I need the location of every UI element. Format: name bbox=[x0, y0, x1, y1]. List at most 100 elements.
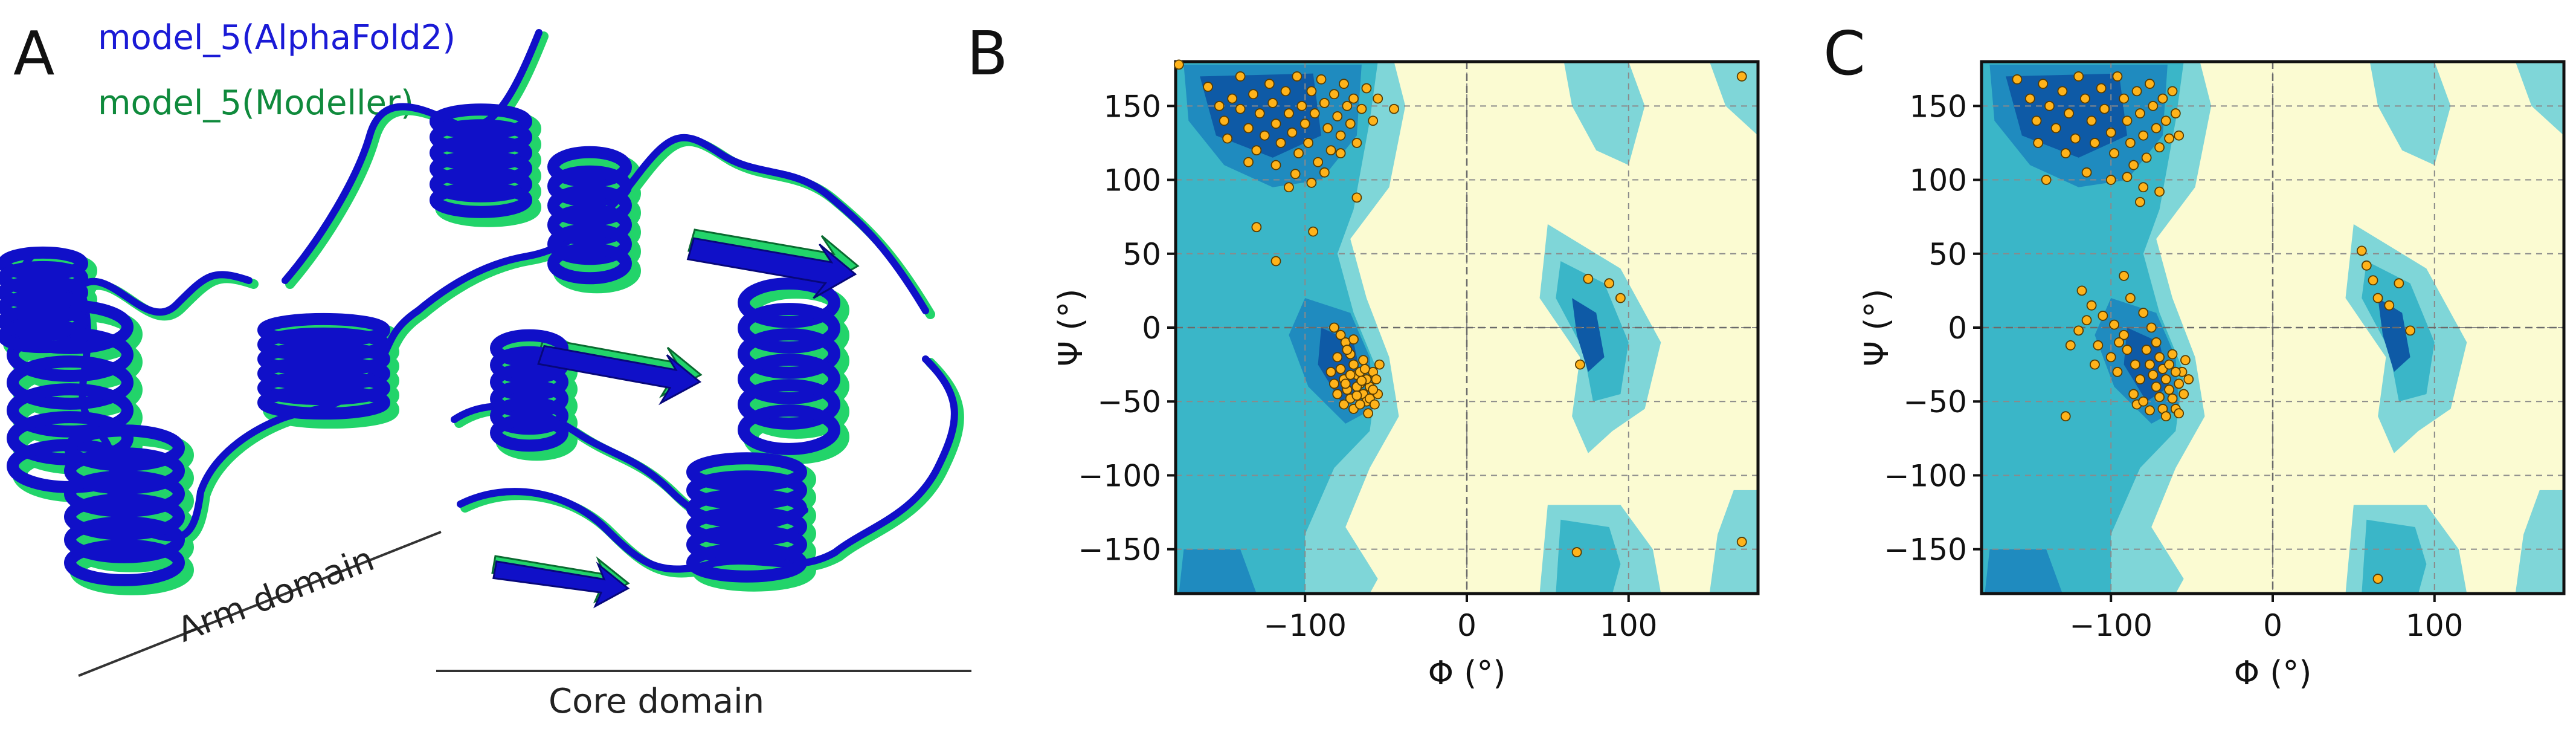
data-point bbox=[2122, 345, 2133, 355]
data-point bbox=[1389, 103, 1399, 114]
data-point bbox=[2160, 115, 2171, 126]
data-point bbox=[1736, 537, 1747, 547]
data-point bbox=[2138, 308, 2149, 318]
data-point bbox=[2064, 108, 2075, 118]
data-point bbox=[2090, 138, 2100, 148]
data-point bbox=[1615, 293, 1626, 303]
legend-alphafold-label: model_5(AlphaFold2) bbox=[98, 18, 456, 57]
data-point bbox=[1354, 399, 1365, 410]
ramachandran-plot-c: 150 100 50 0 −50 −100 −150 −100 0 100 Φ (°) Ψ (°) bbox=[1858, 60, 2566, 692]
data-point bbox=[1290, 169, 1301, 180]
data-point bbox=[2060, 148, 2071, 158]
data-point bbox=[1356, 375, 1367, 386]
data-point bbox=[1369, 399, 1380, 410]
data-point bbox=[2164, 359, 2175, 370]
x-tick-label: 100 bbox=[1600, 608, 1657, 643]
alphafold-ribbon bbox=[0, 29, 958, 609]
data-point bbox=[1604, 278, 1615, 289]
arm-domain-line bbox=[78, 531, 442, 677]
data-point bbox=[2060, 411, 2071, 422]
data-point bbox=[1275, 138, 1286, 148]
data-point bbox=[2105, 175, 2116, 185]
data-point bbox=[2031, 115, 2042, 126]
data-point bbox=[1267, 98, 1278, 108]
data-point bbox=[2145, 405, 2155, 416]
data-point bbox=[2135, 374, 2145, 384]
data-point bbox=[1351, 138, 1362, 148]
data-point bbox=[2122, 172, 2133, 183]
data-point bbox=[2119, 93, 2130, 104]
data-point bbox=[2372, 293, 2383, 303]
data-point bbox=[2044, 100, 2055, 111]
x-axis-label: Φ (°) bbox=[2234, 654, 2312, 692]
data-point bbox=[1227, 93, 1238, 104]
data-point bbox=[2125, 293, 2136, 303]
data-point bbox=[1325, 145, 1336, 156]
data-point bbox=[2154, 392, 2165, 403]
data-point bbox=[1342, 345, 1353, 355]
data-point bbox=[1280, 86, 1291, 97]
data-point bbox=[1351, 192, 1362, 203]
data-point bbox=[2076, 285, 2087, 296]
data-point bbox=[2160, 411, 2171, 422]
data-point bbox=[2073, 71, 2084, 82]
data-point bbox=[1361, 83, 1372, 94]
data-point bbox=[1368, 115, 1379, 126]
data-point bbox=[1293, 148, 1304, 158]
data-point bbox=[2119, 329, 2130, 340]
data-point bbox=[2167, 349, 2178, 360]
data-point bbox=[2148, 369, 2159, 380]
x-tick-label: 100 bbox=[2406, 608, 2463, 643]
y-tick-label: 100 bbox=[1104, 163, 1161, 198]
data-point bbox=[2164, 133, 2175, 144]
data-point bbox=[1371, 374, 1382, 384]
data-point bbox=[2154, 186, 2165, 197]
data-point bbox=[2138, 182, 2149, 193]
data-point bbox=[2065, 340, 2076, 351]
data-point bbox=[1308, 226, 1319, 237]
data-point bbox=[2112, 366, 2123, 377]
y-tick-label: 100 bbox=[1910, 163, 1967, 198]
data-point bbox=[2105, 352, 2116, 363]
data-point bbox=[2154, 142, 2165, 153]
data-point bbox=[1345, 369, 1356, 380]
y-axis-label: Ψ (°) bbox=[1052, 289, 1090, 367]
data-point bbox=[1736, 71, 1747, 82]
data-point bbox=[1335, 148, 1346, 158]
data-point bbox=[2372, 574, 2383, 584]
data-point bbox=[1303, 138, 1313, 148]
data-point bbox=[2157, 93, 2168, 104]
data-point bbox=[2151, 381, 2162, 392]
data-point bbox=[2109, 148, 2119, 158]
data-point bbox=[1583, 273, 1594, 284]
data-point bbox=[1319, 98, 1330, 108]
data-point bbox=[2086, 300, 2097, 311]
data-point bbox=[1214, 100, 1225, 111]
panel-b-letter: B bbox=[967, 18, 1008, 89]
data-point bbox=[1235, 71, 1246, 82]
data-point bbox=[2041, 175, 2052, 185]
data-point bbox=[1270, 256, 1281, 267]
data-point bbox=[2180, 355, 2191, 366]
data-point bbox=[1313, 157, 1324, 167]
y-tick-label: 50 bbox=[1122, 237, 1161, 272]
data-point bbox=[2093, 340, 2104, 351]
data-point bbox=[2384, 300, 2395, 311]
data-point bbox=[1363, 408, 1374, 419]
y-tick-label: 50 bbox=[1928, 237, 1967, 272]
data-point bbox=[2096, 83, 2107, 94]
data-point bbox=[1329, 89, 1339, 100]
data-point bbox=[1251, 145, 1262, 156]
data-point bbox=[1264, 79, 1275, 89]
data-point bbox=[2114, 337, 2125, 348]
data-point bbox=[2146, 322, 2157, 333]
data-point bbox=[1329, 378, 1339, 389]
data-point bbox=[2105, 127, 2116, 138]
data-point bbox=[1332, 111, 1343, 121]
data-point bbox=[2130, 359, 2140, 370]
data-point bbox=[2174, 130, 2185, 141]
data-point bbox=[1335, 130, 1346, 141]
x-tick-label: 0 bbox=[2263, 608, 2282, 643]
data-point bbox=[2145, 79, 2155, 89]
y-tick-label: −50 bbox=[1903, 384, 1967, 419]
